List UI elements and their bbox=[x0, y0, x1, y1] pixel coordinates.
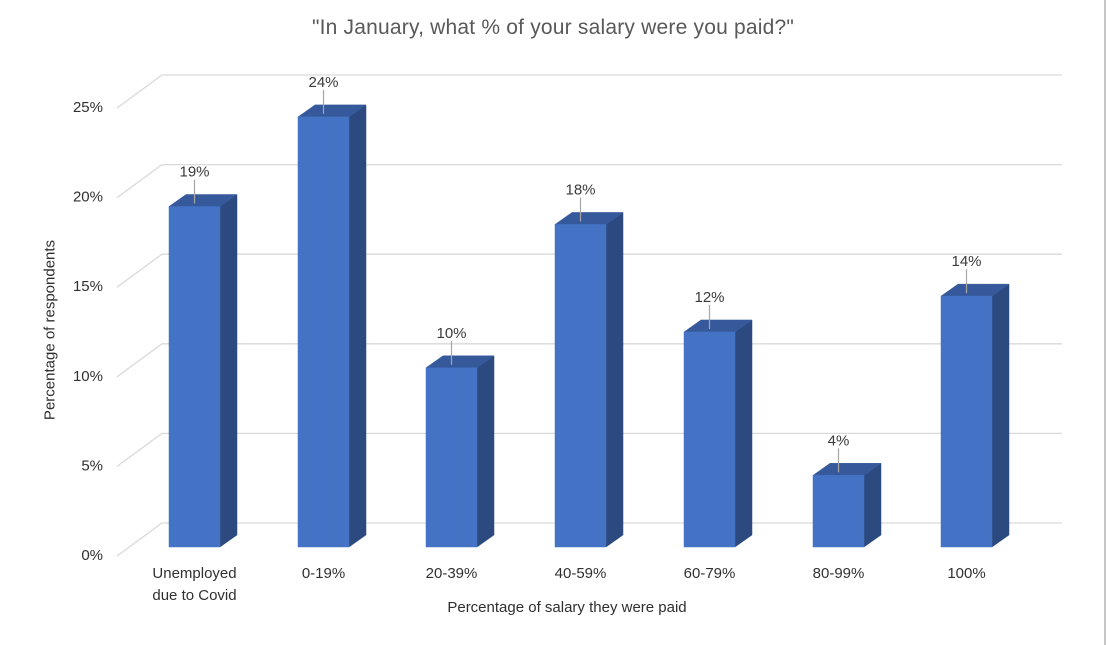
data-label: 10% bbox=[436, 325, 466, 342]
bar-front-face bbox=[683, 331, 736, 548]
y-tick-label: 25% bbox=[73, 99, 103, 116]
y-tick-label: 0% bbox=[81, 547, 103, 564]
y-tick-label: 15% bbox=[73, 278, 103, 295]
bar-front-face bbox=[425, 367, 478, 548]
chart-right-border bbox=[1104, 0, 1106, 645]
category-label: Unemployed bbox=[152, 565, 236, 582]
category-label: 40-59% bbox=[555, 565, 607, 582]
x-axis-title: Percentage of salary they were paid bbox=[447, 599, 687, 616]
category-label: 20-39% bbox=[426, 565, 478, 582]
bar-side-face bbox=[734, 319, 753, 548]
side-wall-line bbox=[116, 253, 163, 288]
data-label: 4% bbox=[828, 432, 850, 449]
bar-side-face bbox=[348, 104, 367, 548]
bar-front-face bbox=[554, 224, 607, 548]
data-label: 12% bbox=[694, 289, 724, 306]
bar-front-face bbox=[168, 206, 221, 548]
y-axis-title: Percentage of respondents bbox=[41, 239, 59, 421]
side-wall-line bbox=[116, 74, 163, 109]
data-label: 24% bbox=[308, 74, 338, 91]
bar-side-face bbox=[219, 194, 238, 548]
category-label: 100% bbox=[947, 565, 985, 582]
bar-side-face bbox=[863, 462, 882, 548]
bar-front-face bbox=[812, 475, 865, 548]
data-label: 18% bbox=[565, 181, 595, 198]
bar-front-face bbox=[940, 295, 993, 548]
category-label: due to Covid bbox=[152, 587, 236, 604]
data-label: 19% bbox=[179, 164, 209, 181]
side-wall-line bbox=[116, 343, 163, 378]
bar-front-face bbox=[297, 116, 350, 548]
y-tick-label: 5% bbox=[81, 457, 103, 474]
side-wall-line bbox=[116, 432, 163, 467]
y-tick-label: 20% bbox=[73, 189, 103, 206]
category-label: 0-19% bbox=[302, 565, 345, 582]
side-wall-line bbox=[116, 522, 163, 557]
y-tick-label: 10% bbox=[73, 368, 103, 385]
category-label: 80-99% bbox=[813, 565, 865, 582]
data-label: 14% bbox=[951, 253, 981, 270]
bar-side-face bbox=[605, 211, 624, 548]
bar-side-face bbox=[991, 283, 1010, 548]
chart-title: "In January, what % of your salary were … bbox=[311, 16, 795, 39]
category-label: 60-79% bbox=[684, 565, 736, 582]
bar-side-face bbox=[476, 355, 495, 548]
side-wall-line bbox=[116, 164, 163, 199]
